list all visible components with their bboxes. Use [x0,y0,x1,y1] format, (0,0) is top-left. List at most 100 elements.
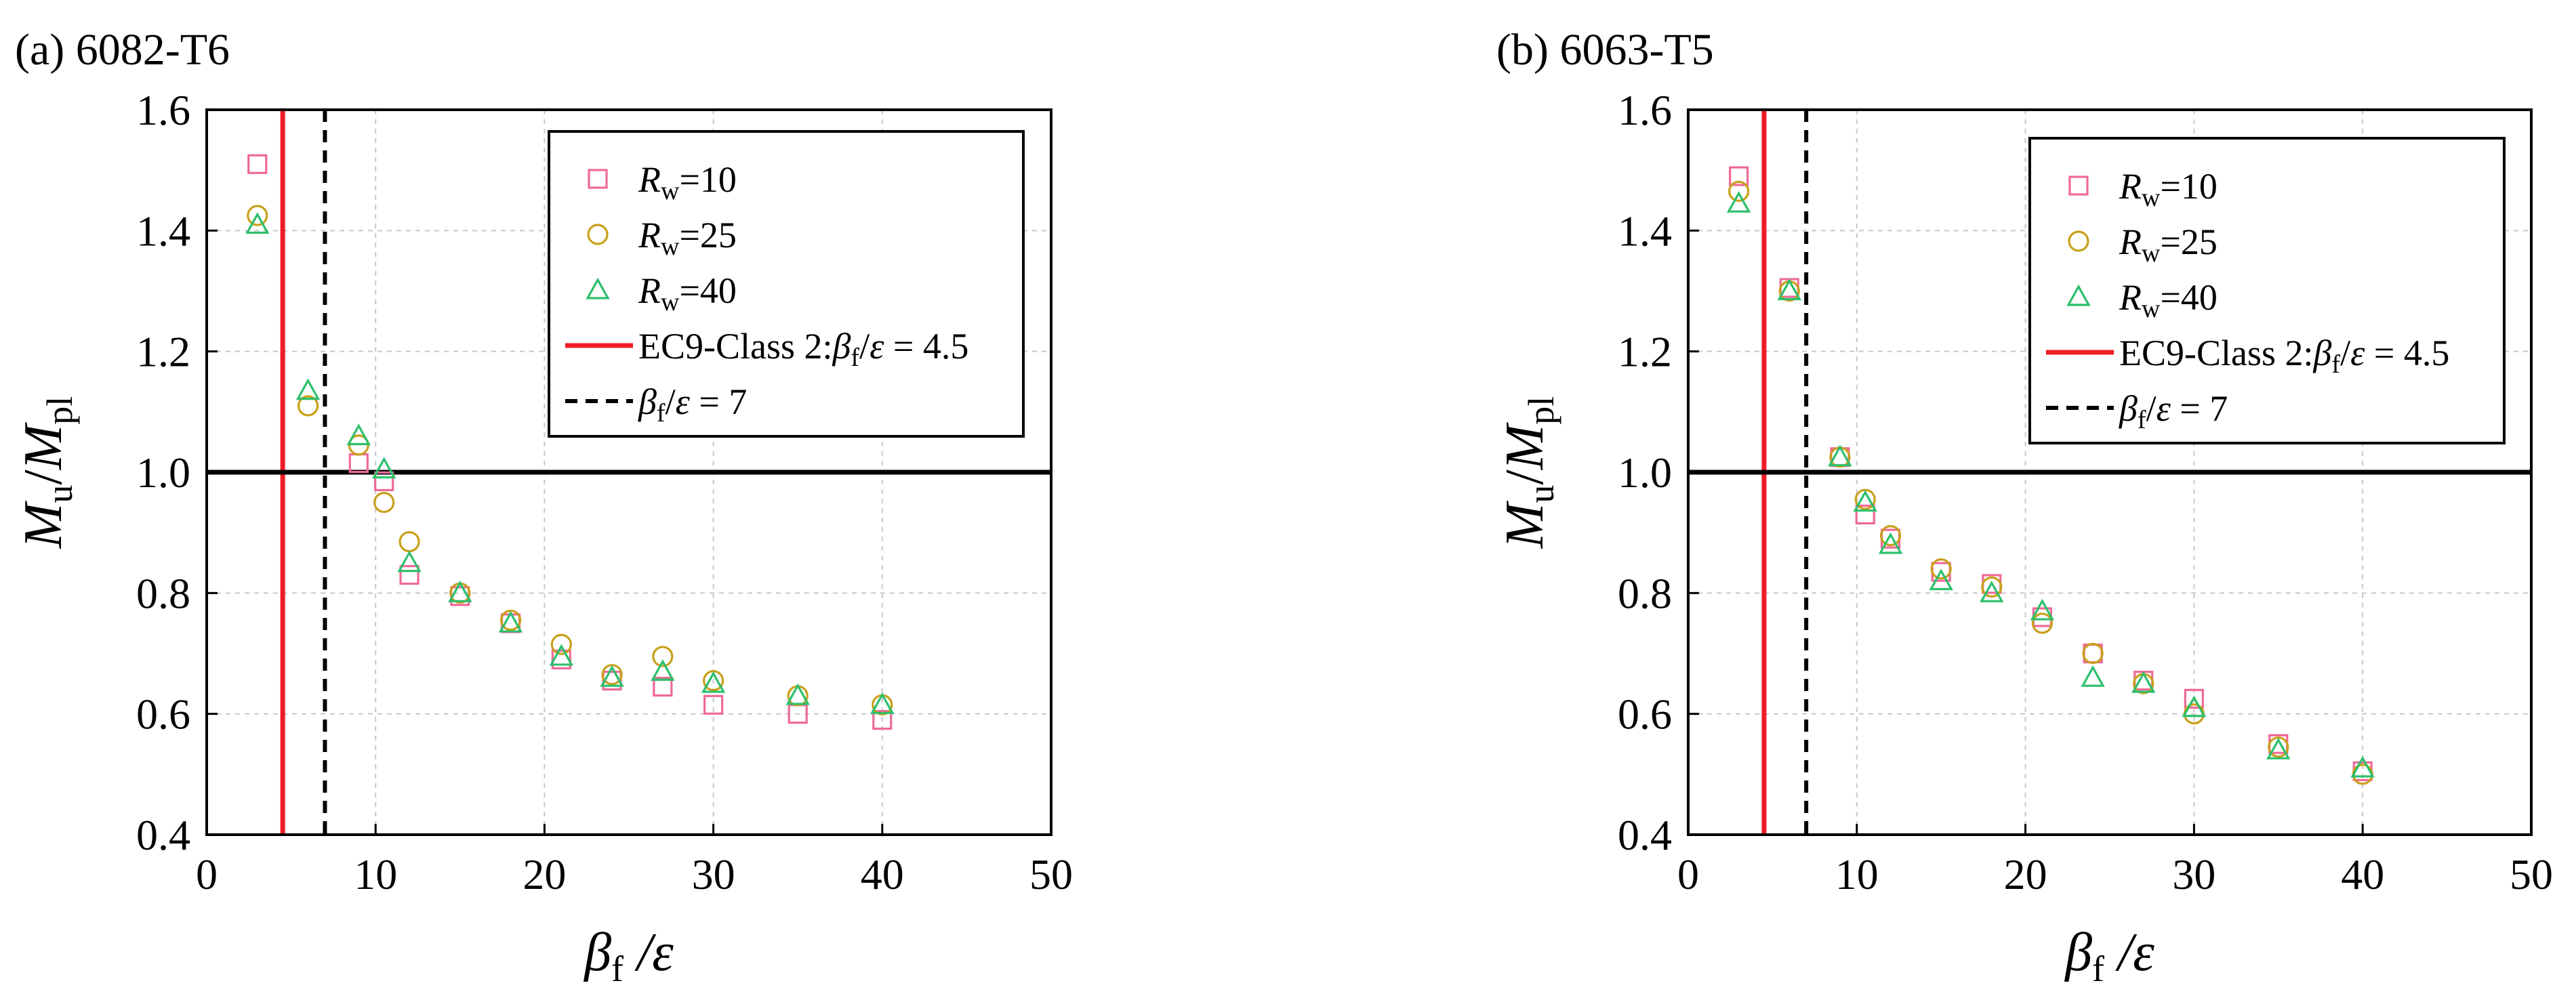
panel-a-point-square [348,453,369,474]
panel-a-point-triangle [549,644,574,666]
panel-a-point-circle [601,664,623,686]
panel-a-legend-label: Rw=10 [638,159,737,205]
panel-b-point-triangle [2131,671,2156,693]
panel-a-legend-marker-triangle [586,277,610,299]
panel-a-point-triangle [785,683,810,705]
panel-a-legend-line-label: βf/ε = 7 [638,381,747,428]
panel-a-point-triangle [245,212,270,234]
panel-a-point-triangle [397,550,422,572]
panel-b-point-triangle [1980,581,2004,602]
panel-b-point-square [1855,504,1875,525]
panel-b-point-circle [1981,576,2003,598]
panel-a-point-triangle [701,671,726,693]
panel-b-point-circle [2082,642,2104,665]
panel-a-point-circle [247,205,268,226]
panel-a-point-square [551,649,571,670]
panel-b-xtick-label: 10 [1835,850,1879,898]
panel-a-chart: (a) 6082-T6 0 10 20 30 40 50 0.4 0.6 0.8 1.0 1.2 1.4… [14,25,1073,989]
panel-b-point-circle [1854,488,1876,510]
panel-a-legend-marker-square [588,169,608,189]
panel-b-point-triangle [2081,665,2105,687]
panel-b-point-circle [1879,525,1902,547]
panel-a-legend-label: Rw=40 [638,270,737,316]
panel-a-x-axis-label: βf /ε [583,923,674,989]
panel-a-point-triangle [498,610,523,633]
panel-b-point-circle [2268,736,2289,758]
panel-a-ytick-label: 1.2 [136,328,190,376]
panel-b-point-circle [1728,180,1750,202]
panel-a-point-square [653,676,673,697]
panel-b-legend-label: Rw=10 [2119,166,2217,212]
panel-a-xtick-label: 20 [523,850,566,898]
panel-b-ytick-label: 0.4 [1618,811,1672,859]
panel-a-ytick-label: 0.8 [136,569,190,617]
panel-b-xtick-label: 30 [2172,850,2215,898]
panel-a-legend-line-label: EC9-Class 2:βf/ε = 4.5 [638,326,968,372]
panel-b-point-triangle [1726,190,1751,213]
panel-a-point-triangle [371,457,396,479]
panel-a-plot-frame [205,108,1052,836]
panel-b-xtick-label: 20 [2004,850,2047,898]
panel-a-point-triangle [870,692,895,714]
panel-b-ytick-label: 1.2 [1618,328,1672,376]
panel-b-legend-marker-square [2068,175,2089,196]
panel-b-legend-label: Rw=40 [2119,277,2217,323]
panel-a-point-circle [398,530,420,553]
panel-a-xtick-label: 10 [354,850,397,898]
panel-b-point-triangle [2182,695,2207,717]
panel-a-point-circle [499,609,522,631]
panel-a-point-square [399,564,420,585]
panel-b-point-triangle [1853,490,1877,512]
panel-b-legend-line-label: EC9-Class 2:βf/ε = 4.5 [2119,333,2449,379]
panel-a-legend-label: Rw=25 [638,215,737,261]
panel-a-point-square [247,154,268,174]
panel-a-legend-box [548,130,1025,438]
panel-b-ytick-label: 1.0 [1618,449,1672,497]
panel-b-ytick-label: 0.6 [1618,690,1672,738]
panel-a-legend-marker-circle [587,224,609,245]
panel-b-legend-marker-triangle [2066,284,2091,306]
panel-a-xtick-label: 0 [196,850,218,898]
panel-a-ytick-label: 0.4 [136,811,190,859]
panel-b-series-triangle [1726,190,2375,778]
panel-b-point-triangle [1929,568,1953,591]
panel-a-title: (a) 6082-T6 [15,25,230,75]
panel-a-point-circle [652,646,674,667]
panel-a-point-triangle [295,378,321,400]
panel-b-y-axis-label: Mu/Mpl [1495,396,1561,549]
panel-a-ytick-label: 1.0 [136,449,190,497]
panel-a-point-triangle [651,659,675,681]
panel-b-title: (b) 6063-T5 [1496,25,1714,75]
panel-a-xtick-label: 40 [861,850,904,898]
panel-a-point-square [374,471,394,491]
panel-a-ytick-label: 0.6 [136,690,190,738]
panel-b-point-triangle [2030,598,2055,621]
panel-a-point-circle [550,633,572,655]
panel-a-point-circle [702,670,724,692]
panel-b-legend-marker-circle [2068,230,2089,252]
panel-a-point-triangle [346,423,371,446]
panel-b-plot-frame [1687,108,2533,836]
panel-a-point-square [872,709,893,730]
panel-a-y-axis-label: Mu/Mpl [14,396,80,549]
panel-b-point-triangle [2350,755,2375,778]
panel-b-xtick-label: 50 [2510,850,2553,898]
panel-a-point-circle [373,491,395,514]
panel-a-point-circle [297,395,319,417]
panel-b-point-circle [1930,558,1952,580]
panel-a-reference-lines [207,110,1051,835]
panel-b-xtick-label: 0 [1677,850,1699,898]
panel-a-point-triangle [600,665,624,687]
panel-a-point-square [602,671,622,691]
panel-b-x-axis-label: βf /ε [2064,923,2154,989]
panel-a-xtick-label: 50 [1029,850,1073,898]
panel-b-ytick-label: 0.8 [1618,569,1672,617]
panel-b-point-circle [2031,612,2053,634]
panel-b-legend: Rw=10 Rw=25 Rw=40 EC9-Class 2:βf/ε = 4.5 βf/… [2028,137,2506,444]
panel-a-ytick-label: 1.6 [136,86,190,134]
panel-a-ytick-label: 1.4 [136,207,190,255]
panel-a-point-triangle [448,581,472,602]
panel-b-point-triangle [1878,532,1903,554]
panel-a-point-square [703,694,724,715]
